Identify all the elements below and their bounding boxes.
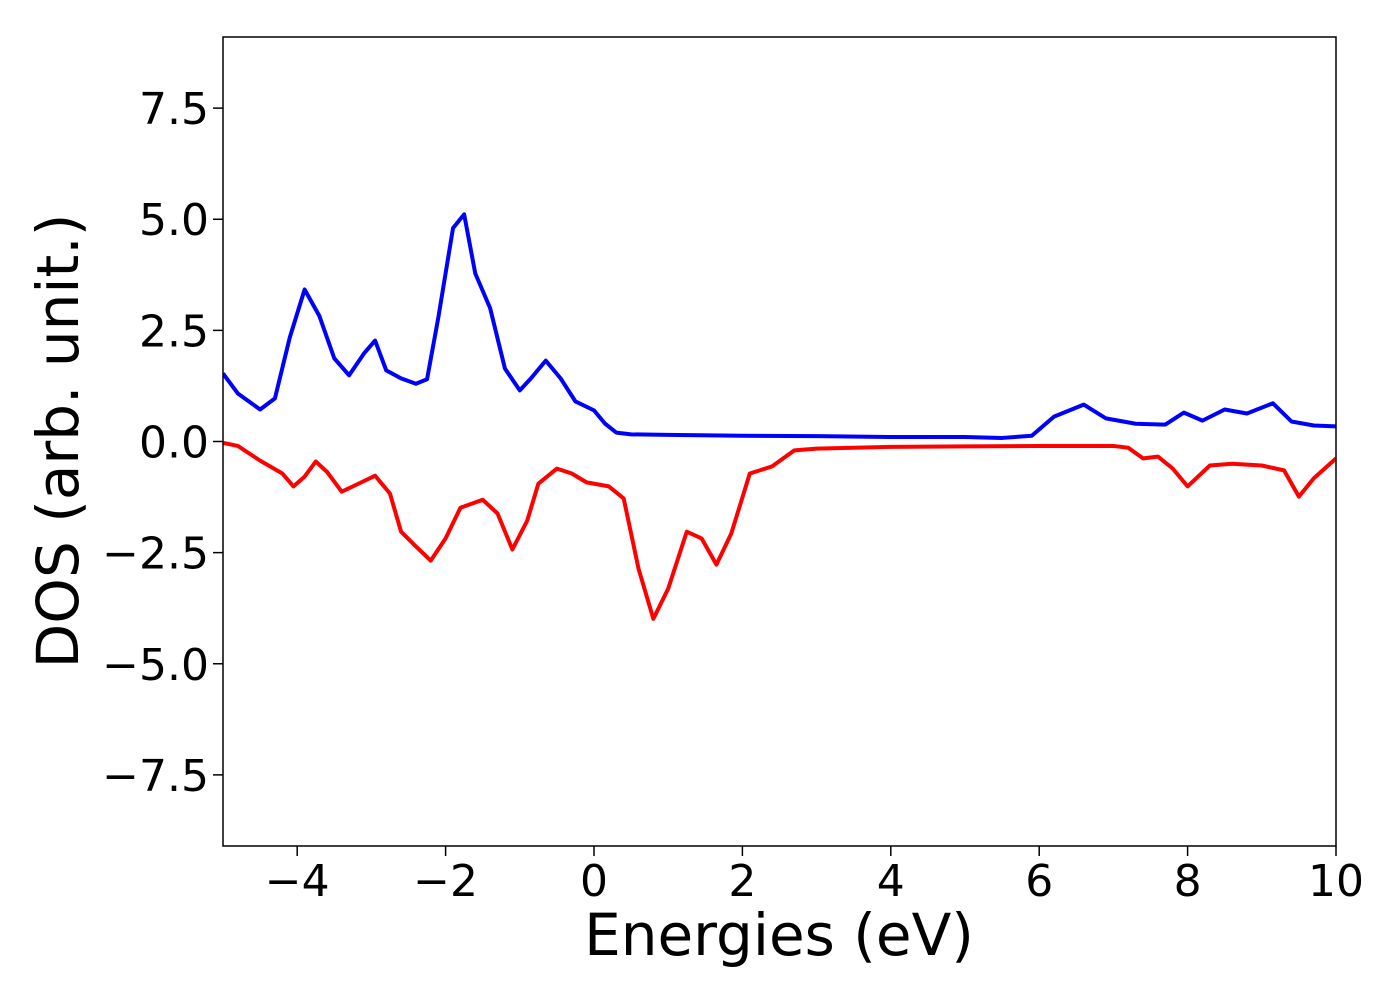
y-axis-label: DOS (arb. unit.) [24, 214, 92, 669]
y-tick-label: 0.0 [139, 418, 209, 469]
x-tick-label: 10 [1308, 856, 1364, 907]
x-tick-label: 8 [1174, 856, 1202, 907]
y-tick-label: −2.5 [102, 529, 209, 580]
y-tick-label: −5.0 [102, 640, 209, 691]
dos-line [223, 440, 1336, 621]
x-tick-label: 6 [1025, 856, 1053, 907]
y-tick-label: 2.5 [139, 306, 209, 357]
x-tick-label: −2 [413, 856, 478, 907]
x-tick-label: 4 [877, 856, 905, 907]
y-tick-label: 7.5 [139, 84, 209, 135]
x-tick-label: 2 [728, 856, 756, 907]
y-tick-label: −7.5 [102, 751, 209, 802]
dos-line [223, 212, 1336, 440]
plot-frame [222, 36, 1337, 847]
x-tick-label: 0 [580, 856, 608, 907]
x-axis-label: Energies (eV) [584, 901, 974, 969]
y-tick-label: 5.0 [139, 195, 209, 246]
x-tick-label: −4 [265, 856, 330, 907]
